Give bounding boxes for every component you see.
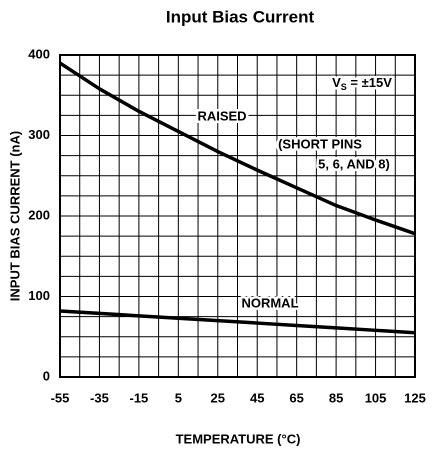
annotation: (SHORT PINS [278,136,362,151]
x-tick-label: -35 [90,390,109,405]
x-tick-label: 85 [329,390,343,405]
data-line [59,61,416,236]
y-tick-label: 0 [43,368,50,383]
chart-title: Input Bias Current [166,7,315,26]
x-axis-label: TEMPERATURE (°C) [176,431,301,446]
annotation-part: V [332,75,341,90]
y-tick-label: 100 [28,288,50,303]
series-label: RAISED [197,108,246,123]
y-tick-label: 200 [28,207,50,222]
x-tick-label: 5 [175,390,182,405]
y-axis-label: INPUT BIAS CURRENT (nA) [7,131,22,301]
x-tick-label: 105 [365,390,387,405]
annotation-part: = ±15V [347,75,392,90]
x-tick-label: 65 [289,390,303,405]
plot-frame [59,54,416,378]
y-tick-label: 400 [28,46,50,61]
x-tick-label: 125 [404,390,426,405]
x-tick-label: 25 [211,390,225,405]
annotation: 5, 6, AND 8) [318,156,390,171]
annotation: VS = ±15V [332,75,392,92]
x-tick-label: 45 [250,390,264,405]
x-tick-label: -55 [51,390,70,405]
annotation-sub: S [341,82,347,92]
series-label: NORMAL [241,295,298,310]
data-line [59,309,416,335]
x-tick-label: -15 [129,390,148,405]
y-tick-label: 300 [28,127,50,142]
